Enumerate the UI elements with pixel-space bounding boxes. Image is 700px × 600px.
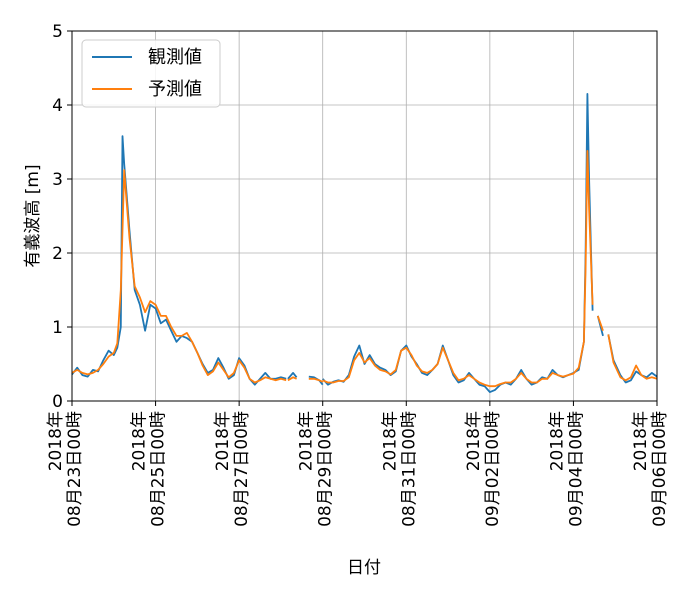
y-tick-label: 1 xyxy=(52,318,63,338)
legend: 観測値 予測値 xyxy=(81,39,221,108)
series-line-segment xyxy=(322,149,594,388)
series-layer xyxy=(71,93,658,394)
x-tick-label-year: 2018年 xyxy=(380,411,400,471)
series-line-segment xyxy=(287,376,297,382)
x-tick-label-year: 2018年 xyxy=(297,411,317,471)
x-axis-label: 日付 xyxy=(347,558,381,578)
series-predicted xyxy=(71,149,658,388)
y-tick-label: 2 xyxy=(52,244,63,264)
x-tick-label-date: 08月29日00時 xyxy=(316,411,336,527)
legend-label-observed: 観測値 xyxy=(148,47,202,68)
series-line-segment xyxy=(322,93,594,394)
x-tick-label-year: 2018年 xyxy=(213,411,233,471)
legend-label-predicted: 予測値 xyxy=(148,79,202,100)
x-tick-label-year: 2018年 xyxy=(631,411,651,471)
y-tick-label: 0 xyxy=(52,392,63,412)
series-line-segment xyxy=(287,371,298,380)
x-tick-label-year: 2018年 xyxy=(130,411,150,471)
x-tick-label-date: 08月27日00時 xyxy=(232,411,252,527)
series-line-segment xyxy=(308,377,324,383)
series-line-segment xyxy=(71,135,287,386)
series-line-segment xyxy=(607,334,658,384)
x-tick-label-date: 09月02日00時 xyxy=(483,411,503,527)
x-axis: 2018年 08月23日00時 2018年 08月25日00時 2018年 08月27日0… xyxy=(46,401,670,527)
x-tick-label-year: 2018年 xyxy=(547,411,567,471)
series-observed xyxy=(71,93,658,394)
series-line-segment xyxy=(607,334,658,382)
x-tick-label-year: 2018年 xyxy=(46,411,66,471)
y-axis: 0 1 2 3 4 5 xyxy=(52,22,72,412)
series-line-segment xyxy=(71,169,287,384)
y-tick-label: 5 xyxy=(52,22,63,42)
plot-frame xyxy=(71,30,658,402)
x-tick-label-date: 08月31日00時 xyxy=(399,411,419,527)
series-line-segment xyxy=(596,315,604,331)
x-tick-label-date: 09月04日00時 xyxy=(566,411,586,527)
y-axis-label: 有義波高 [m] xyxy=(23,164,43,267)
x-tick-label-date: 09月06日00時 xyxy=(650,411,670,527)
x-tick-label-date: 08月23日00時 xyxy=(65,411,85,527)
x-tick-label-year: 2018年 xyxy=(464,411,484,471)
y-tick-label: 3 xyxy=(52,170,63,190)
y-tick-label: 4 xyxy=(52,96,63,116)
x-tick-label-date: 08月25日00時 xyxy=(149,411,169,527)
